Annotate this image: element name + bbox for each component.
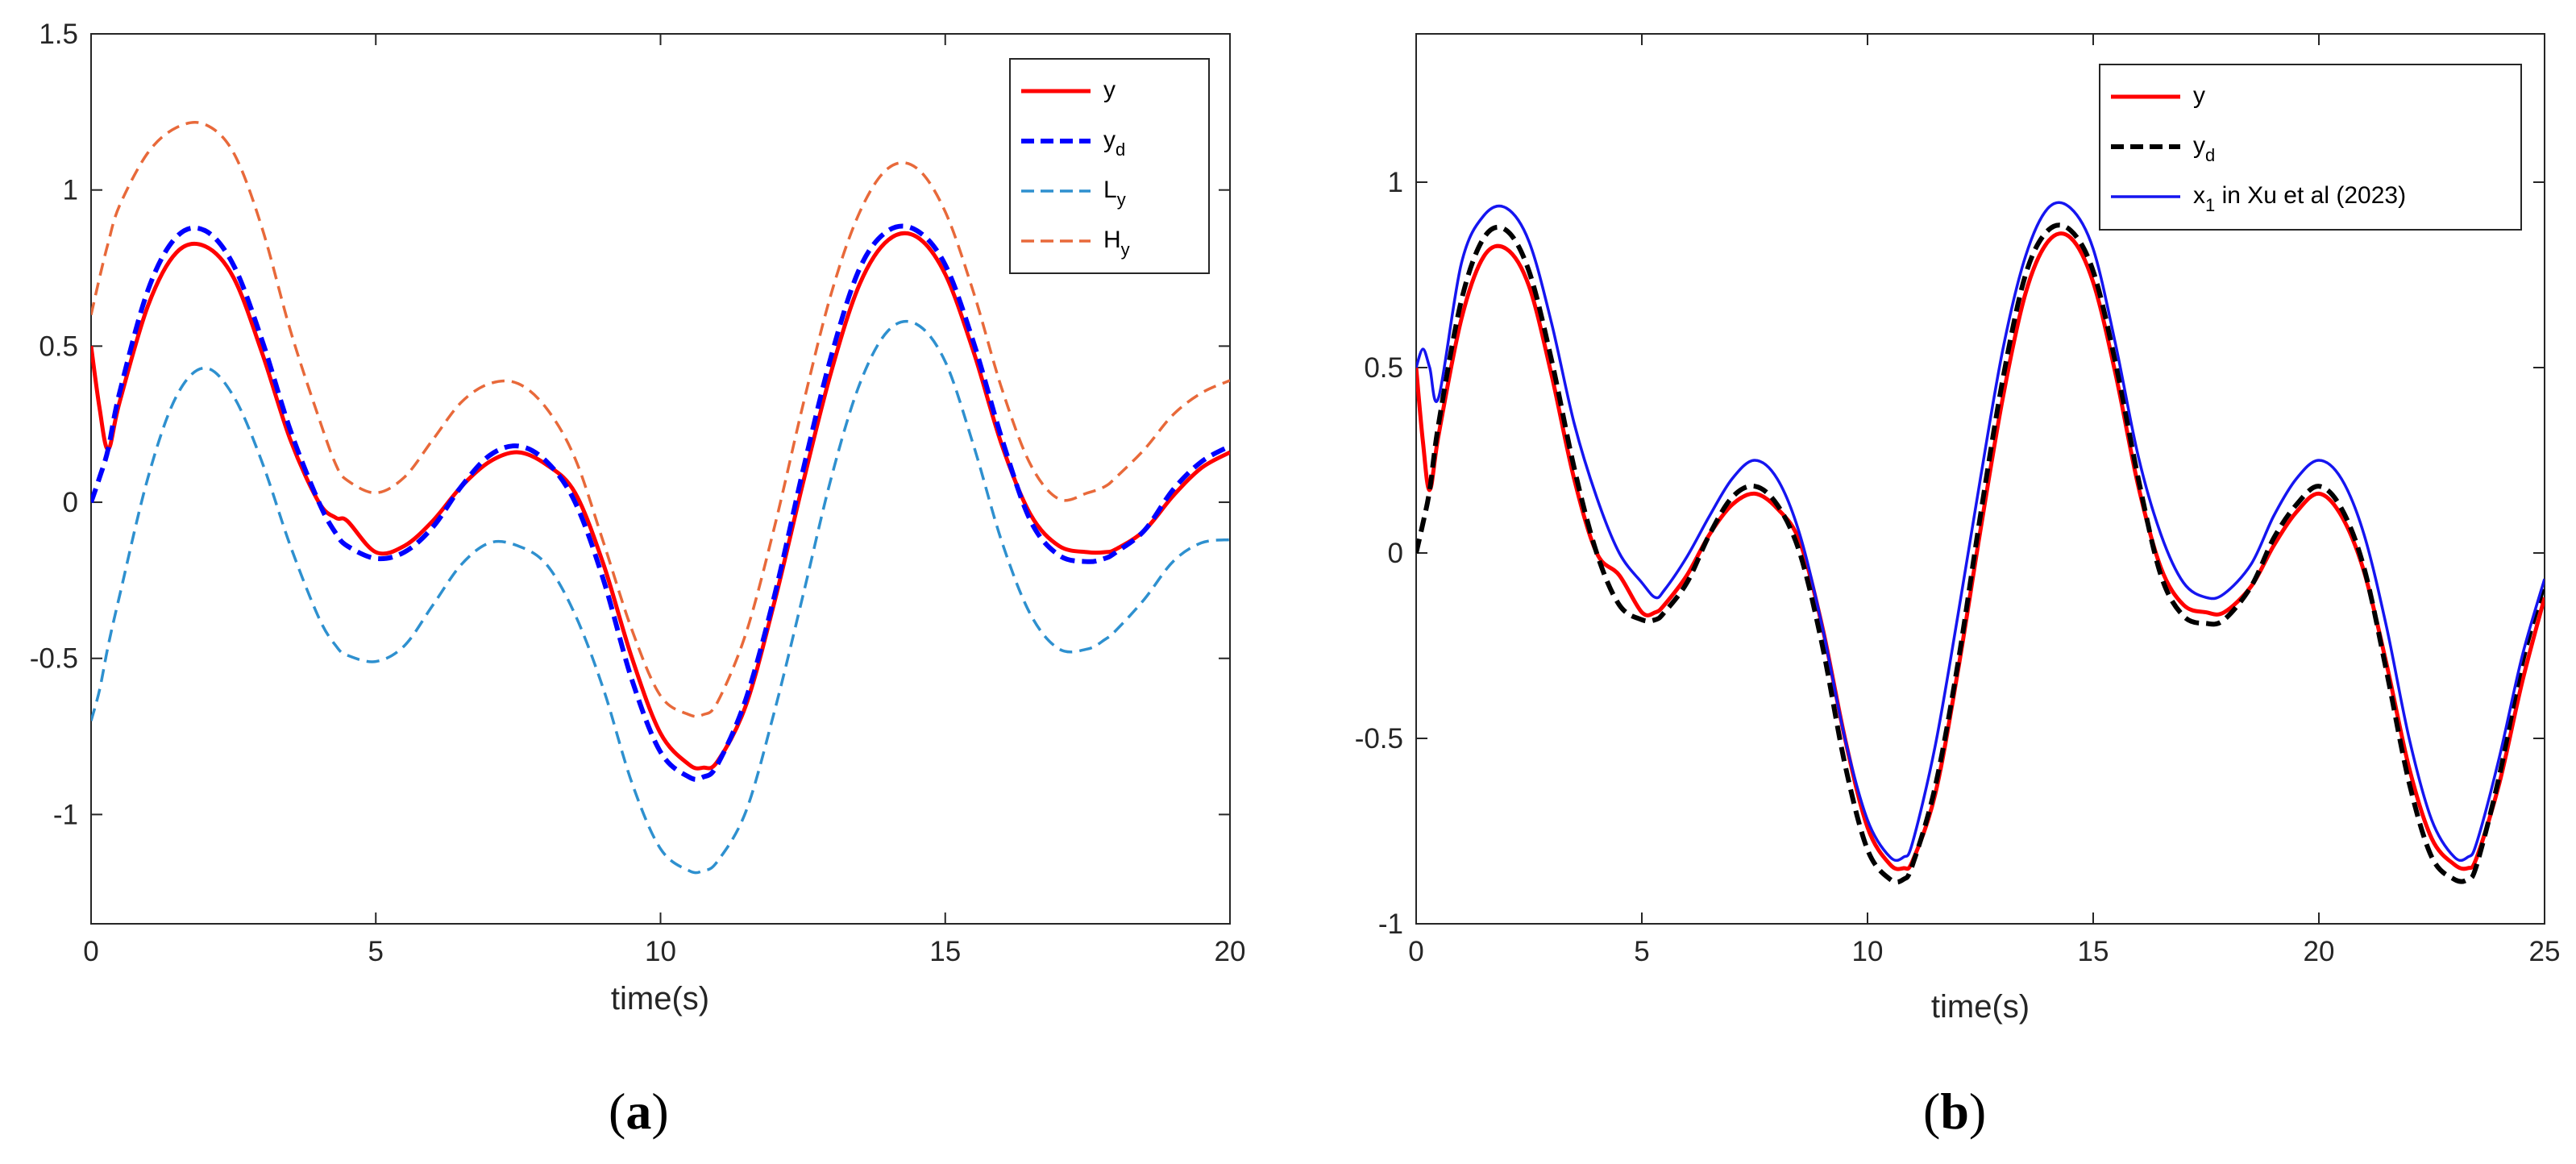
y-tick-label: -0.5 [1355,723,1403,755]
legend-label: Ly [1103,177,1126,210]
x-tick-label: 10 [1852,936,1884,967]
x-tick-label: 20 [1215,936,1246,967]
ticks-a: 0 5 10 15 20 -1 -0.5 0 0.5 1 1.5 [30,19,1246,967]
series-a [91,121,1230,875]
x-tick-label: 10 [645,936,676,967]
series-line-y-d [1416,222,2545,885]
legend-label: y [1103,77,1116,103]
y-tick-label: 0.5 [1364,352,1403,384]
y-tick-label: 0.5 [39,330,78,362]
legend-label: yd [2193,132,2215,165]
legend-label: yd [1103,127,1125,160]
series-line-y [91,231,1230,771]
legend-label: x1 in Xu et al (2023) [2193,182,2406,215]
y-tick-label: 1.5 [39,19,78,50]
x-tick-label: 5 [1634,936,1649,967]
caption-a: (a) [609,1083,669,1140]
ticks-b: 0 5 10 15 20 25 -1 -0.5 0 0.5 1 [1355,34,2561,967]
y-tick-label: 0 [1388,538,1403,569]
x-tick-label: 5 [368,936,384,967]
series-line-x-1 [1416,201,2545,863]
series-line-L-y [91,319,1230,875]
x-tick-label: 0 [1408,936,1423,967]
y-tick-label: -1 [1378,908,1403,940]
chart-panel-a: 0 5 10 15 20 -1 -0.5 0 0.5 1 1.5 time(s) y yd Ly Hy [30,19,1246,1016]
x-tick-label: 20 [2304,936,2335,967]
x-axis-label-a: time(s) [611,981,709,1016]
y-tick-label: -0.5 [30,643,78,675]
series-line-y-d [91,223,1230,782]
legend-label: y [2193,82,2205,109]
series-line-H-y [91,121,1230,718]
legend-b: y yd x1 in Xu et al (2023) [2099,64,2522,231]
chart-panel-b: 0 5 10 15 20 25 -1 -0.5 0 0.5 1 time(s) y yd x1 in X… [1355,33,2561,1025]
y-tick-label: 1 [1388,167,1403,198]
legend-box-a [1009,58,1210,274]
y-tick-label: 1 [63,175,78,206]
x-tick-label: 15 [2078,936,2109,967]
legend-a: y yd Ly Hy [1009,58,1210,274]
x-axis-label-b: time(s) [1931,989,2030,1025]
legend-label: Hy [1103,227,1130,260]
x-tick-label: 0 [83,936,98,967]
series-b [1416,201,2545,885]
x-tick-label: 25 [2529,936,2561,967]
y-tick-label: 0 [63,487,78,518]
y-tick-label: -1 [53,799,78,830]
caption-b: (b) [1923,1083,1987,1140]
x-tick-label: 15 [929,936,961,967]
